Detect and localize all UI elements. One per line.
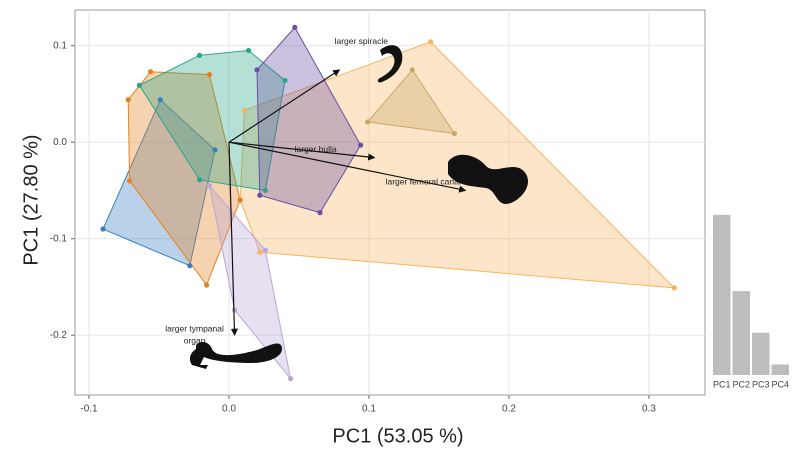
scree-bar — [733, 291, 751, 375]
x-tick-label: 0.0 — [222, 404, 236, 415]
data-point — [197, 53, 202, 58]
data-point — [127, 178, 132, 183]
data-point — [137, 83, 142, 88]
data-point — [197, 177, 202, 182]
data-point — [410, 67, 415, 72]
x-tick-label: 0.2 — [502, 404, 516, 415]
data-point — [263, 248, 268, 253]
x-tick-label: -0.1 — [80, 404, 98, 415]
data-point — [242, 108, 247, 113]
data-point — [246, 48, 251, 53]
arrow-label: larger femoral canal — [386, 177, 461, 187]
data-point — [207, 72, 212, 77]
scree-label: PC3 — [752, 379, 770, 389]
data-point — [100, 226, 105, 231]
data-point — [282, 78, 287, 83]
data-point — [317, 210, 322, 215]
data-point — [292, 25, 297, 30]
data-point — [263, 188, 268, 193]
scree-bar — [713, 215, 731, 375]
chart: larger spiracle larger bulla larger femora… — [0, 0, 799, 454]
y-tick-label: -0.2 — [50, 330, 68, 341]
x-tick-label: 0.3 — [642, 404, 656, 415]
scree-bar — [772, 364, 790, 375]
scree-bar — [752, 333, 770, 375]
y-tick-label: 0.1 — [53, 40, 67, 51]
y-tick-label: -0.1 — [50, 233, 68, 244]
arrow-label: larger bulla — [295, 144, 337, 154]
data-point — [148, 69, 153, 74]
scree-label: PC1 — [713, 379, 731, 389]
x-axis-title: PC1 (53.05 %) — [332, 425, 463, 447]
data-point — [158, 97, 163, 102]
data-point — [204, 282, 209, 287]
x-tick-label: 0.1 — [362, 404, 376, 415]
arrow-label: larger tympanal — [165, 323, 224, 333]
data-point — [288, 376, 293, 381]
data-point — [238, 197, 243, 202]
data-point — [428, 39, 433, 44]
data-point — [257, 193, 262, 198]
data-point — [358, 142, 363, 147]
scree-label: PC4 — [771, 379, 789, 389]
data-point — [365, 119, 370, 124]
data-point — [254, 67, 259, 72]
data-point — [207, 183, 212, 188]
data-point — [452, 131, 457, 136]
data-point — [672, 285, 677, 290]
data-point — [126, 97, 131, 102]
y-axis-title: PC1 (27.80 %) — [20, 134, 42, 265]
data-point — [232, 307, 237, 312]
data-point — [212, 147, 217, 152]
data-point — [257, 250, 262, 255]
scree-label: PC2 — [732, 379, 750, 389]
arrow-label: larger spiracle — [335, 36, 389, 46]
y-tick-label: 0.0 — [53, 137, 67, 148]
data-point — [187, 263, 192, 268]
